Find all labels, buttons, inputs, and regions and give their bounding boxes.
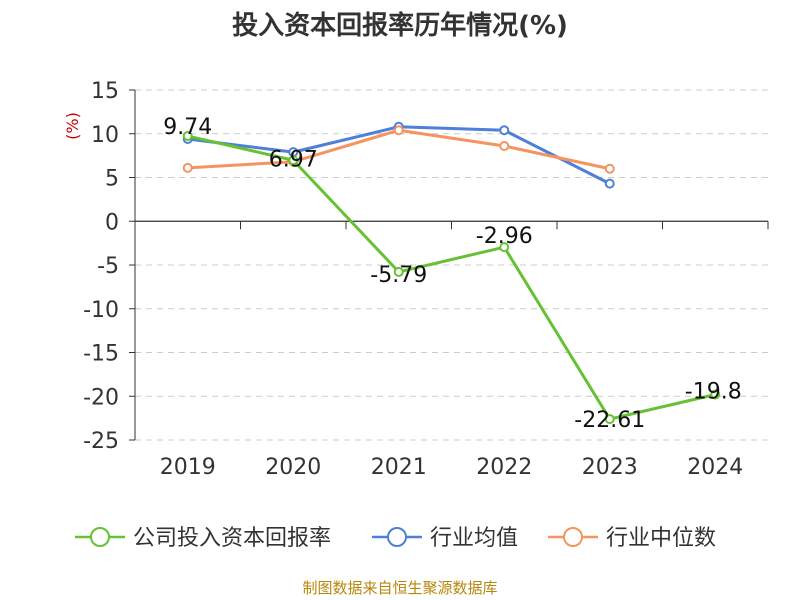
y-tick-label: 15 bbox=[91, 79, 119, 104]
series-point bbox=[604, 178, 615, 189]
x-tick-label: 2023 bbox=[582, 455, 638, 480]
axes: 15 10 5 0 -5 -10 -15 -20 -25 2019 2020 2021 2022 2023… bbox=[83, 79, 769, 480]
y-tick-label: 5 bbox=[105, 167, 119, 192]
data-labels: 9.74 6.97 -5.79 -2.96 -22.61 -19.8 bbox=[163, 115, 741, 433]
series-point bbox=[182, 162, 193, 173]
legend-marker bbox=[387, 527, 407, 547]
data-label: -19.8 bbox=[685, 380, 742, 405]
data-label: -22.61 bbox=[574, 408, 645, 433]
series-line bbox=[187, 134, 716, 421]
x-tick-label: 2021 bbox=[371, 455, 427, 480]
series-point bbox=[182, 131, 193, 142]
series-point bbox=[288, 155, 299, 166]
y-tick-label: -15 bbox=[83, 342, 119, 367]
series-point bbox=[604, 414, 615, 425]
series-point bbox=[710, 389, 721, 400]
x-tick-label: 2020 bbox=[265, 455, 321, 480]
legend-label: 行业中位数 bbox=[606, 526, 716, 551]
chart-title: 投入资本回报率历年情况(%) bbox=[232, 10, 568, 41]
series-point bbox=[604, 163, 615, 174]
data-label: -5.79 bbox=[370, 263, 427, 288]
y-tick-label: -20 bbox=[83, 385, 119, 410]
x-tick-label: 2024 bbox=[687, 455, 743, 480]
legend-marker bbox=[563, 527, 583, 547]
y-tick-label: -5 bbox=[97, 254, 119, 279]
legend-label: 公司投入资本回报率 bbox=[133, 526, 331, 551]
series-point bbox=[393, 266, 404, 277]
data-label: -2.96 bbox=[476, 224, 533, 249]
y-tick-label: -25 bbox=[83, 429, 119, 454]
legend: 公司投入资本回报率 行业均值 行业中位数 bbox=[75, 526, 716, 551]
data-label: 9.74 bbox=[163, 115, 212, 140]
series-point bbox=[393, 125, 404, 136]
y-tick-label: -10 bbox=[83, 298, 119, 323]
x-tick-label: 2022 bbox=[476, 455, 532, 480]
y-axis-unit: (%) bbox=[63, 112, 82, 140]
legend-marker bbox=[90, 527, 110, 547]
x-tick-label: 2019 bbox=[160, 455, 216, 480]
source-note: 制图数据来自恒生聚源数据库 bbox=[302, 579, 497, 597]
data-label: 6.97 bbox=[269, 147, 318, 172]
grid bbox=[135, 89, 768, 441]
series-point bbox=[499, 125, 510, 136]
series bbox=[182, 121, 721, 425]
series-point bbox=[499, 242, 510, 253]
series-point bbox=[499, 141, 510, 151]
legend-label: 行业均值 bbox=[430, 526, 518, 551]
y-tick-label: 0 bbox=[105, 210, 119, 235]
y-tick-label: 10 bbox=[91, 123, 119, 148]
